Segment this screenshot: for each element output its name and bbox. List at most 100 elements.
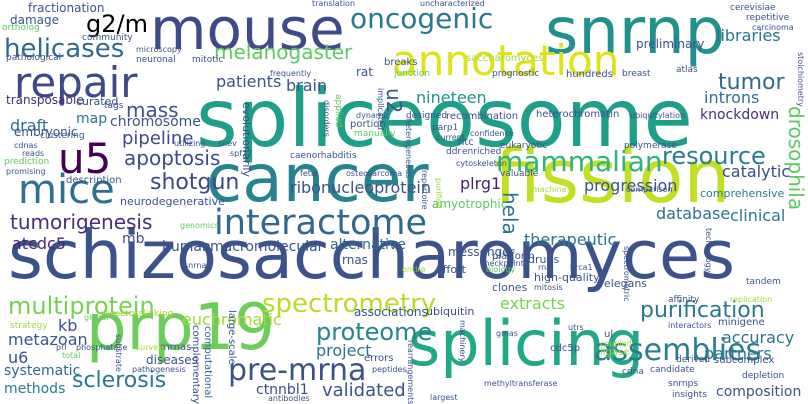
word-osteosarcoma: osteosarcoma (346, 169, 403, 178)
word-confidence: confidence (470, 129, 514, 138)
word-depletion: depletion (742, 371, 785, 381)
word-strategy: strategy (10, 321, 48, 331)
word-cdnas: cdnas (14, 141, 38, 150)
word-implicated: implicated (376, 88, 385, 130)
word-draft: draft (10, 116, 49, 135)
word-extracts: extracts (500, 294, 566, 313)
word-drosophila: drosophila (784, 106, 808, 211)
word-replication: replication (730, 295, 773, 304)
word-checkpoint: checkpoint (480, 259, 524, 268)
word-breaks: breaks (384, 57, 418, 68)
word-ntc: ntc (458, 137, 474, 148)
word-composition: composition (716, 384, 802, 400)
word-human: human (162, 239, 211, 255)
word-frequently: frequently (270, 69, 312, 78)
word-atlas: atlas (676, 65, 698, 75)
word-mice: mice (18, 167, 115, 213)
word-repair: repair (14, 58, 138, 107)
word-methyltransferase: methyltransferase (484, 379, 558, 388)
word-ubiquitylation: ubiquitylation (630, 111, 686, 120)
word-largest: largest (430, 393, 458, 402)
word-interactors: interactors (668, 321, 712, 330)
word-subcomplex: subcomplex (714, 355, 775, 366)
word-global: global (84, 313, 109, 322)
word-enriched: enriched (462, 147, 502, 157)
word-translation: translation (312, 0, 356, 8)
word-comprehensive: comprehensive (700, 187, 785, 200)
word-pipeline: pipeline (122, 128, 194, 149)
word-clones: clones (492, 281, 528, 294)
word-pre-mrna: pre-mrna (228, 353, 367, 388)
word-purified: purified (434, 178, 443, 209)
word-patients: patients (216, 72, 282, 91)
word-manually: manually (354, 129, 396, 139)
word-errors: errors (364, 353, 394, 364)
word-insights: insights (672, 390, 708, 400)
word-disorders: disorders (322, 100, 331, 137)
word-eukaryotic: eukaryotic (500, 141, 548, 151)
word-ul: ul (604, 329, 614, 340)
word-ribonucleoprotein: ribonucleoprotein (290, 178, 431, 197)
word-uncharacterized: uncharacterized (420, 0, 485, 8)
word-progression: progression (584, 176, 678, 195)
word-repertoire: repertoire (420, 170, 429, 210)
word-helicases: helicases (4, 34, 125, 64)
word-pathological: pathological (6, 53, 62, 63)
word-purification: purification (640, 298, 765, 323)
word-prl: prl (56, 343, 67, 352)
word-cdna: cdna (622, 367, 644, 377)
word-cdc5p: cdc5p (550, 343, 581, 354)
word-therapeutic: therapeutic (524, 230, 617, 249)
word-correct: correct (100, 309, 129, 318)
word-gmas: gmas (496, 329, 518, 338)
word-promising: promising (6, 167, 46, 176)
word-peptides: peptides (372, 365, 407, 374)
word-crosslinking: crosslinking (120, 309, 174, 319)
word-ortholog: ortholog (2, 23, 40, 33)
word-fetal: fetal (300, 169, 318, 178)
word-libraries: libraries (716, 26, 781, 45)
word-rnai: rnai (538, 263, 554, 272)
word-effort: effort (436, 263, 466, 276)
word-mass: mass (126, 98, 179, 122)
word-community: community (82, 33, 133, 43)
word-fission: fission (494, 134, 731, 220)
word-tumor: tumor (718, 70, 785, 95)
word-nineteen: nineteen (416, 88, 487, 107)
word-assemblies: assemblies (594, 333, 762, 368)
word-drugs: drugs (528, 253, 560, 266)
word-spliceosome: spliceosome (196, 72, 693, 165)
word-multiprotein: multiprotein (8, 292, 155, 320)
word-junction: junction (394, 69, 431, 79)
word-prognostic: prognostic (492, 69, 540, 79)
word-amyotrophic: amyotrophic (432, 197, 508, 211)
word-applied: applied (333, 94, 343, 128)
word-resource: resource (662, 142, 766, 170)
word-shotgun: shotgun (150, 170, 240, 195)
word-phosphatase: phosphatase (76, 343, 128, 352)
word-kb: kb (58, 316, 78, 335)
word-breast: breast (622, 69, 651, 79)
word-transposable: transposable (6, 93, 84, 107)
word-schizosaccharomyces: schizosaccharomyces (8, 216, 736, 294)
word-methods: methods (4, 381, 66, 397)
word-derived: derived (676, 355, 711, 365)
word-ddr: ddr (446, 147, 462, 157)
word-chromosome: chromosome (110, 114, 201, 130)
word-brca1: brca1 (570, 263, 593, 272)
word-machine: machine (532, 185, 567, 194)
word-alternative: alternative (330, 237, 406, 253)
word-curated: curated (76, 95, 119, 108)
word-catalytic: catalytic (722, 162, 791, 181)
word-caenorhabditis: caenorhabditis (290, 151, 357, 161)
word-affinity: affinity (668, 295, 700, 305)
word-associations: associations (354, 305, 428, 319)
word-description: description (66, 175, 122, 186)
word-snev: snev (218, 139, 237, 148)
word-minigene: minigene (718, 317, 765, 328)
word-coupled: coupled (600, 339, 632, 348)
word-clustering: clustering (40, 131, 85, 141)
word-valuable: valuable (500, 169, 539, 179)
word-reads: reads (22, 149, 45, 158)
word-elegans: elegans (604, 277, 648, 290)
